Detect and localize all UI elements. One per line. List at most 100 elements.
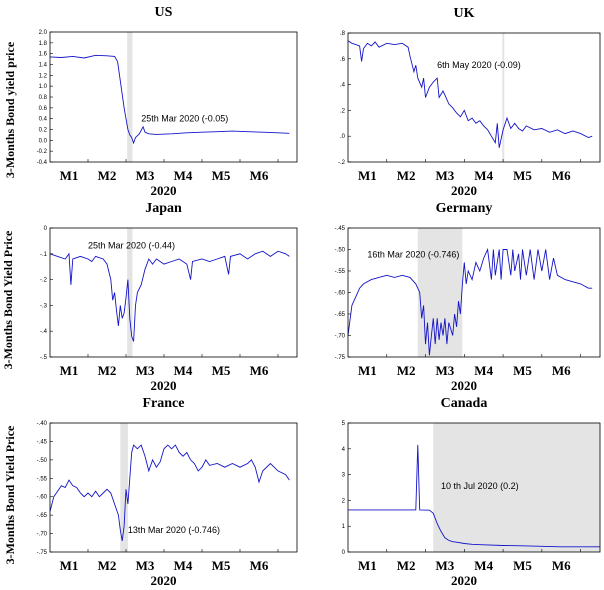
x-tick-label: M2: [98, 363, 117, 378]
plot-frame: [49, 31, 298, 163]
y-tick-label: -.60: [37, 495, 48, 501]
y-tick-label: -.55: [335, 269, 346, 275]
x-axis-label: 2020: [151, 183, 177, 198]
x-tick-label: M4: [474, 168, 493, 183]
x-tick-label: M2: [98, 168, 117, 183]
x-tick-label: M4: [174, 363, 193, 378]
y-tick-label: -.70: [335, 334, 346, 340]
y-tick-label: .2: [340, 108, 346, 114]
x-tick-label: M1: [358, 168, 377, 183]
chart-annotation: 25th Mar 2020 (-0.44): [88, 241, 175, 251]
y-tick-label: -.1: [40, 252, 48, 258]
x-tick-label: M6: [552, 363, 571, 378]
shaded-event-window: [433, 423, 600, 552]
y-tick-label: 0.8: [39, 95, 48, 101]
chart-annotation: 13th Mar 2020 (-0.746): [128, 525, 220, 535]
x-tick-label: M1: [60, 168, 79, 183]
y-tick-label: -.50: [37, 458, 48, 464]
y-tick-label: -.75: [335, 355, 346, 361]
x-axis-label: 2020: [451, 183, 477, 198]
y-tick-label: -.50: [335, 248, 346, 254]
chart-title: UK: [454, 6, 475, 21]
y-tick-label: -.5: [40, 355, 48, 361]
chart-annotation: 16th Mar 2020 (-0.746): [367, 250, 459, 260]
y-tick-label: -.55: [37, 476, 48, 482]
y-tick-label: 1.0: [39, 84, 48, 90]
y-tick-label: 4: [342, 447, 346, 453]
y-tick-label: -0.2: [37, 149, 48, 155]
y-tick-label: 0.6: [39, 106, 48, 112]
plot-frame: [347, 422, 601, 553]
x-axis-label: 2020: [451, 573, 477, 588]
y-axis-label-row-1: 3-Months Bond yield price: [3, 41, 17, 178]
x-tick-label: M4: [174, 558, 193, 573]
x-tick-label: M5: [513, 558, 532, 573]
y-tick-label: 1.8: [39, 41, 48, 47]
y-tick-label: -.40: [37, 421, 48, 427]
x-tick-label: M4: [174, 168, 193, 183]
x-tick-label: M3: [436, 558, 455, 573]
x-tick-label: M2: [98, 558, 117, 573]
x-tick-label: M1: [358, 558, 377, 573]
y-tick-label: -.60: [335, 291, 346, 297]
y-tick-label: -.3: [40, 303, 48, 309]
shaded-event-window: [127, 32, 133, 162]
x-tick-label: M4: [474, 363, 493, 378]
y-tick-label: 1.6: [39, 52, 48, 58]
chart-title: Canada: [441, 396, 488, 411]
x-tick-label: M5: [212, 558, 231, 573]
x-axis-label: 2020: [151, 378, 177, 393]
x-tick-label: M1: [358, 363, 377, 378]
y-tick-label: -.75: [37, 550, 48, 556]
chart-panel-france: -.40 -.45 -.50 -.55 -.60 -.65 -.70 -.75 M1 M2 M3 M4…: [37, 396, 298, 588]
y-tick-label: -.2: [40, 278, 48, 284]
y-tick-label: 5: [342, 421, 346, 427]
x-axis-label: 2020: [151, 573, 177, 588]
y-tick-label: .8: [340, 31, 346, 37]
y-tick-label: -.65: [37, 513, 48, 519]
y-tick-label: 1.4: [39, 63, 48, 69]
y-tick-label: 2.0: [39, 30, 48, 36]
chart-title: Japan: [145, 201, 182, 216]
y-tick-label: -.65: [335, 312, 346, 318]
series-line: [347, 40, 593, 148]
x-tick-label: M3: [436, 168, 455, 183]
y-tick-label: -0.4: [37, 160, 48, 166]
y-tick-label: -.2: [338, 160, 346, 166]
y-axis-label-row-2: 3-Months Bond Yield Price: [1, 230, 15, 369]
series-line: [49, 54, 290, 145]
chart-annotation: 10 th Jul 2020 (0.2): [441, 481, 519, 491]
x-tick-label: M6: [250, 558, 269, 573]
x-tick-label: M6: [250, 168, 269, 183]
chart-panels: 2.01.81.61.41.21.00.80.60.40.20.0-0.2-0.…: [37, 5, 601, 588]
y-tick-label: 1: [342, 524, 346, 530]
chart-panel-canada: 5 4 3 2 1 0 M1 M2 M3 M4 M5 M6 2020 Canada 10 th Jul 20…: [342, 396, 601, 588]
chart-annotation: 25th Mar 2020 (-0.05): [141, 113, 228, 123]
x-tick-label: M5: [513, 168, 532, 183]
y-tick-label: -.4: [40, 329, 48, 335]
y-tick-label: 0: [342, 550, 346, 556]
x-tick-label: M3: [436, 363, 455, 378]
x-tick-label: M3: [136, 363, 155, 378]
x-tick-label: M2: [397, 558, 416, 573]
y-tick-label: 0: [44, 226, 48, 232]
plot-frame: [49, 227, 298, 358]
chart-title: Germany: [436, 201, 493, 216]
plot-frame: [347, 227, 601, 358]
x-axis-label: 2020: [451, 378, 477, 393]
x-tick-label: M3: [136, 558, 155, 573]
chart-annotation: 6th May 2020 (-0.09): [437, 60, 521, 70]
series-line: [49, 250, 290, 342]
chart-panel-japan: 0 -.1 -.2 -.3 -.4 -.5 M1 M2 M3 M4 M5 M6 2020 Japan 25t…: [40, 201, 298, 393]
x-tick-label: M6: [250, 363, 269, 378]
y-tick-label: -.70: [37, 532, 48, 538]
y-tick-label: 0.2: [39, 128, 48, 134]
shaded-event-window: [127, 228, 133, 357]
y-tick-label: 0.4: [39, 117, 48, 123]
x-tick-label: M6: [552, 558, 571, 573]
chart-panel-us: 2.0 1.8 1.6 1.4 1.2 1.0 0.8 0.6 0.4 0.2 0.0 -0.2 -0.…: [37, 5, 298, 198]
y-tick-label: -.45: [37, 439, 48, 445]
x-tick-label: M5: [212, 168, 231, 183]
plot-frame: [49, 422, 298, 553]
x-tick-label: M1: [60, 558, 79, 573]
